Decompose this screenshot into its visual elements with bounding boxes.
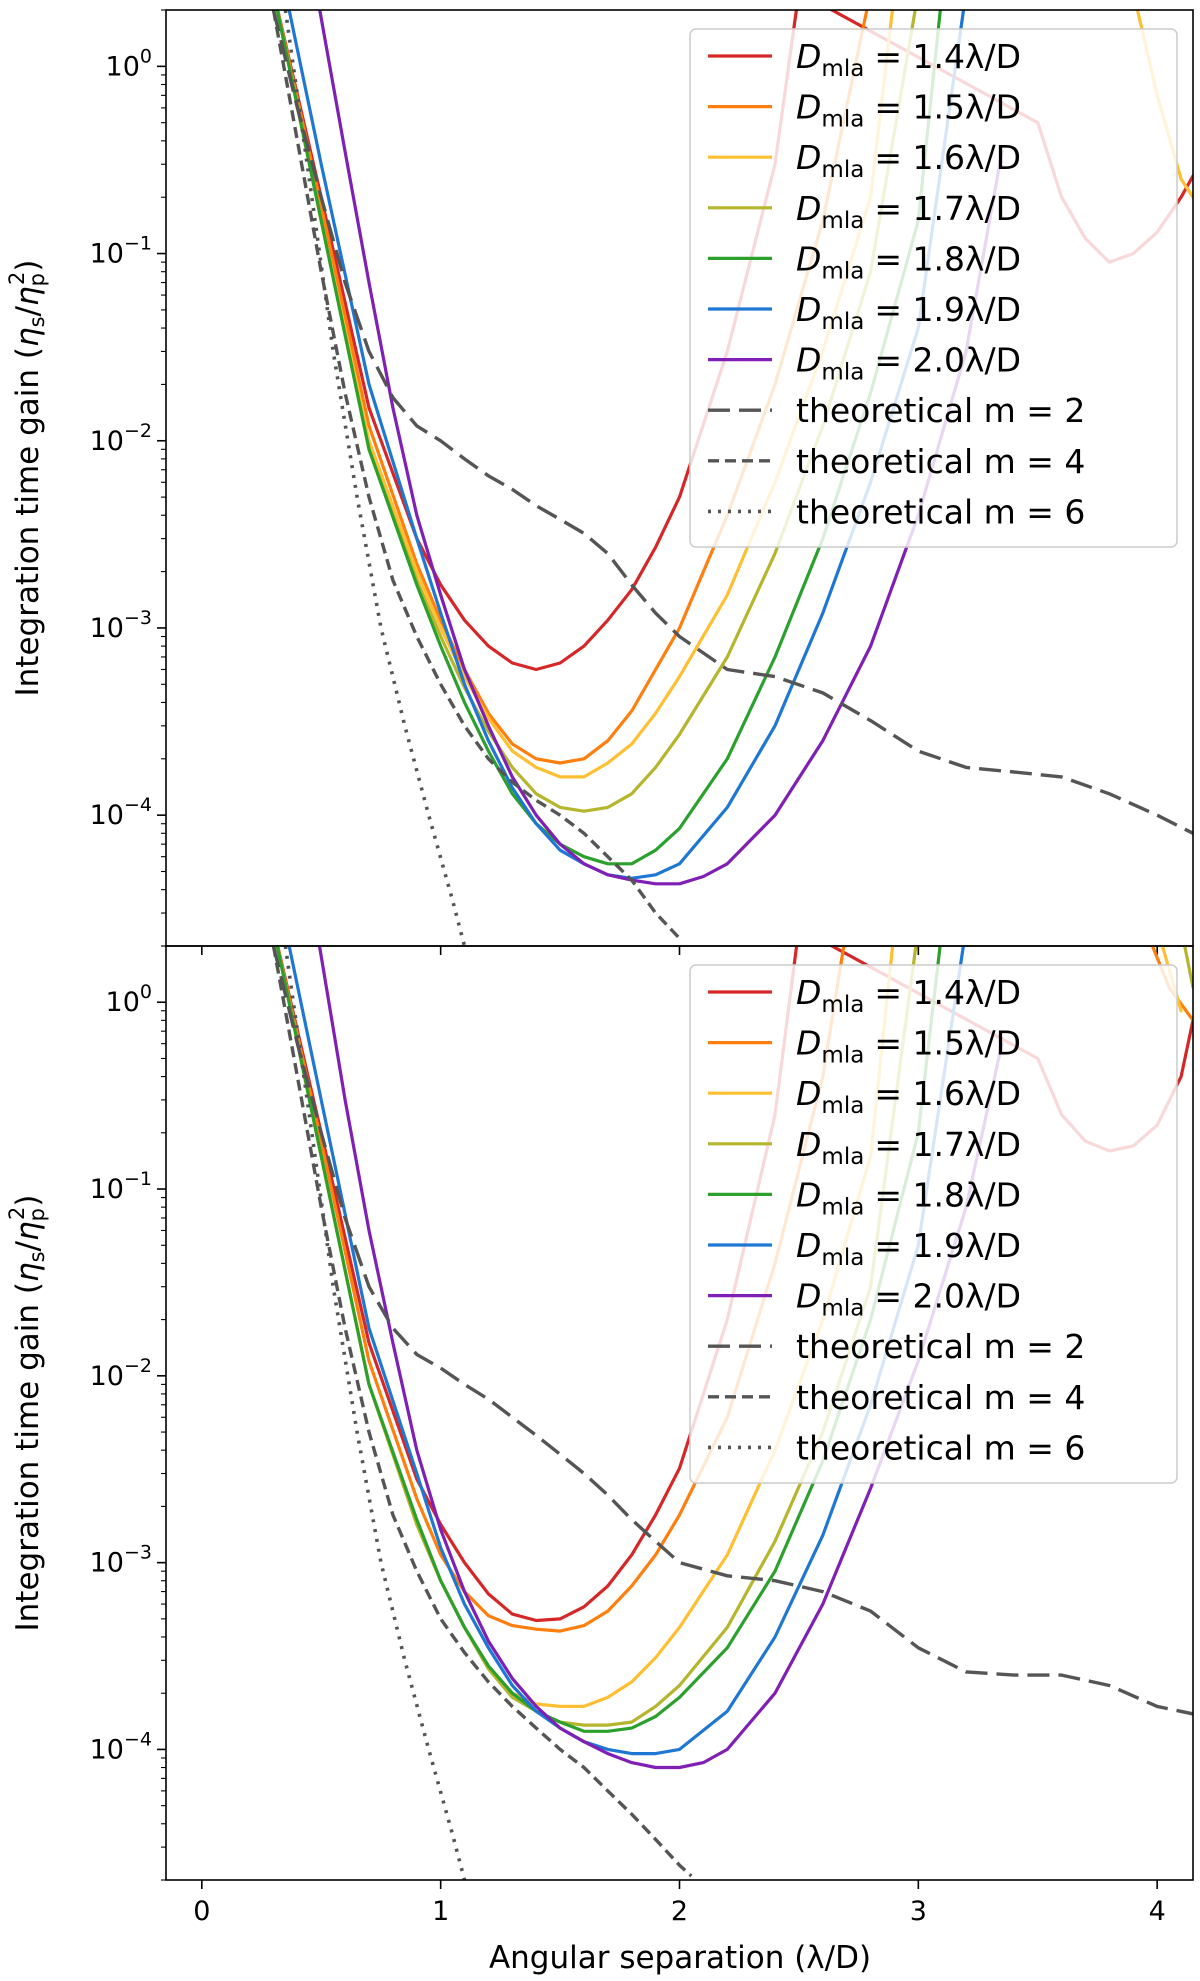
- bottom-y-axis-label: Integration time gain (ηs/ηp2): [5, 1195, 49, 1632]
- top-panel-legend: Dmla = 1.4λ/D Dmla = 1.5λ/D Dmla = 1.6λ/D Dmla…: [689, 28, 1178, 548]
- top-legend-label: theoretical m = 4: [796, 442, 1085, 481]
- top-legend-label: Dmla = 1.4λ/D: [796, 37, 1021, 82]
- x-axis-label: Angular separation (λ/D): [489, 1940, 871, 1976]
- top-series-line-6: [318, 10, 1004, 886]
- x-tick-label: 2: [671, 1896, 688, 1927]
- bottom-legend-label: Dmla = 1.8λ/D: [796, 1175, 1021, 1220]
- x-tick-label: 3: [910, 1896, 927, 1927]
- top-legend-label: theoretical m = 6: [796, 492, 1085, 531]
- top-y-axis-label: Integration time gain (ηs/ηp2): [5, 260, 49, 697]
- top-legend-label: Dmla = 1.9λ/D: [796, 290, 1021, 335]
- top-legend-label: Dmla = 1.7λ/D: [796, 189, 1021, 234]
- bottom-series-line-9: [283, 946, 467, 1880]
- x-tick-label: 4: [1149, 1896, 1166, 1927]
- bottom-panel-y-ticks: 100 10−1 10−2 10−3 10−4: [90, 945, 166, 1881]
- bottom-y-tick-label: 10−1: [90, 1168, 152, 1205]
- bottom-legend-label: theoretical m = 2: [796, 1327, 1085, 1366]
- bottom-legend-label: Dmla = 2.0λ/D: [796, 1277, 1021, 1322]
- bottom-panel-legend: Dmla = 1.4λ/D Dmla = 1.5λ/D Dmla = 1.6λ/D Dmla…: [689, 964, 1178, 1484]
- top-legend-label: Dmla = 1.6λ/D: [796, 138, 1021, 183]
- bottom-legend-label: Dmla = 1.4λ/D: [796, 973, 1021, 1018]
- bottom-legend-label: theoretical m = 6: [796, 1428, 1085, 1467]
- top-legend-frame: [689, 28, 1178, 548]
- top-series-line-2: [275, 10, 1193, 779]
- bottom-legend-label: Dmla = 1.7λ/D: [796, 1125, 1021, 1170]
- bottom-legend-label: Dmla = 1.5λ/D: [796, 1024, 1021, 1069]
- x-tick-label: 1: [432, 1896, 449, 1927]
- top-series-line-3: [275, 10, 917, 813]
- bottom-legend-label: Dmla = 1.9λ/D: [796, 1226, 1021, 1271]
- top-panel-y-ticks: 100 10−1 10−2 10−3 10−4: [90, 9, 1158, 955]
- top-legend-label: theoretical m = 2: [796, 391, 1085, 430]
- top-legend-label: Dmla = 1.5λ/D: [796, 88, 1021, 133]
- bottom-y-tick-label: 100: [106, 981, 152, 1018]
- top-y-tick-label: 10−3: [90, 607, 152, 644]
- top-series-line-7: [271, 10, 1193, 835]
- bottom-panel-series: [271, 946, 1193, 1880]
- bottom-legend-label: Dmla = 1.6λ/D: [796, 1074, 1021, 1119]
- top-legend-label: Dmla = 2.0λ/D: [796, 341, 1021, 386]
- top-y-tick-label: 100: [106, 45, 152, 82]
- top-panel-series: [271, 10, 1193, 946]
- bottom-y-tick-label: 10−4: [90, 1728, 152, 1765]
- bottom-legend-label: theoretical m = 4: [796, 1378, 1085, 1417]
- bottom-y-tick-label: 10−2: [90, 1355, 152, 1392]
- x-axis-ticks: 0 1 2 3 4: [193, 1880, 1166, 1927]
- top-series-line-4: [275, 10, 942, 866]
- top-legend-label: Dmla = 1.8λ/D: [796, 239, 1021, 284]
- bottom-legend-frame: [689, 964, 1178, 1484]
- top-series-line-8: [271, 10, 681, 940]
- top-y-tick-label: 10−4: [90, 794, 152, 831]
- bottom-series-line-6: [317, 946, 1004, 1770]
- bottom-series-line-8: [271, 946, 693, 1878]
- bottom-series-line-4: [275, 946, 942, 1733]
- bottom-series-line-7: [271, 946, 1193, 1716]
- x-tick-label: 0: [193, 1896, 210, 1927]
- bottom-y-tick-label: 10−3: [90, 1542, 152, 1579]
- top-y-tick-label: 10−1: [90, 233, 152, 270]
- top-series-line-9: [283, 10, 467, 946]
- top-y-tick-label: 10−2: [90, 420, 152, 457]
